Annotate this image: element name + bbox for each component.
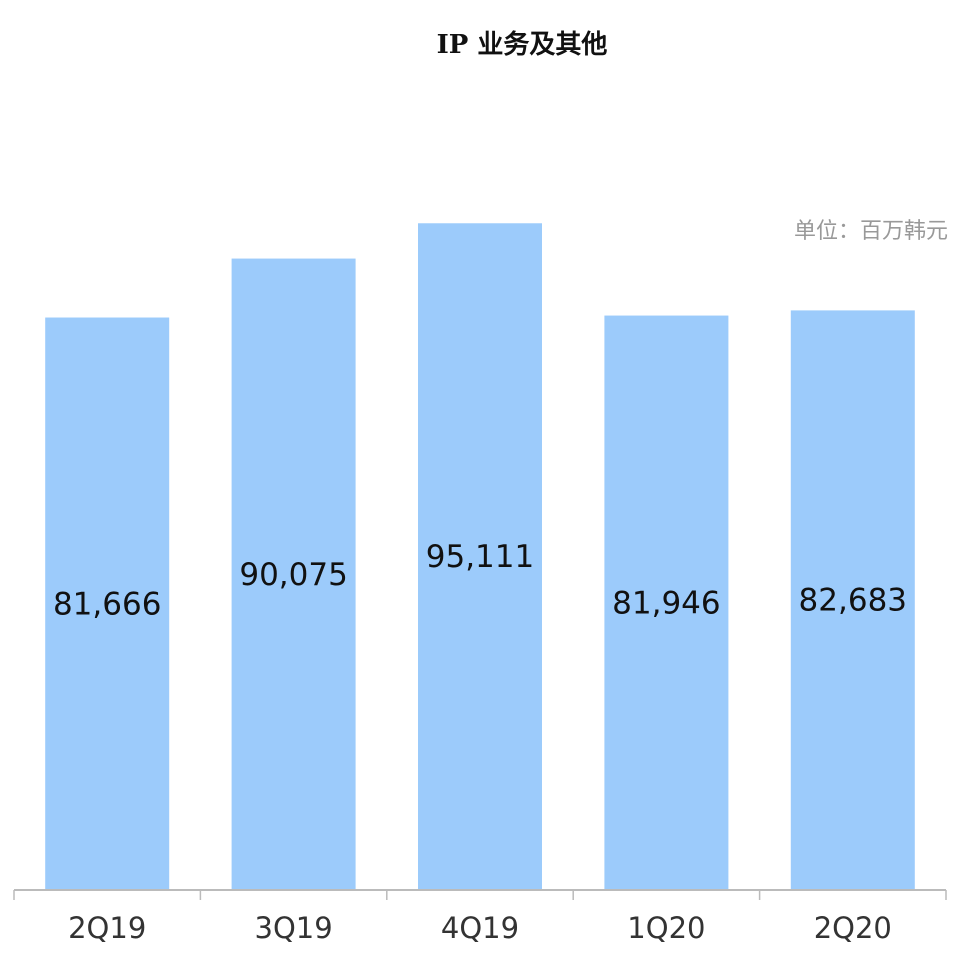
value-label: 82,683 bbox=[799, 583, 907, 619]
x-tick-label: 4Q19 bbox=[441, 911, 519, 945]
bar bbox=[790, 310, 915, 890]
bar bbox=[231, 258, 356, 891]
unit-note: 单位：百万韩元 bbox=[794, 219, 948, 244]
chart-title: IP 业务及其他 bbox=[437, 30, 608, 60]
bar bbox=[604, 315, 729, 890]
x-tick-label: 1Q20 bbox=[627, 911, 705, 945]
value-label: 81,946 bbox=[612, 585, 720, 621]
bar bbox=[418, 223, 542, 890]
x-tick-label: 3Q19 bbox=[255, 911, 333, 945]
x-tick-label: 2Q20 bbox=[814, 911, 892, 945]
value-label: 95,111 bbox=[426, 539, 534, 575]
value-label: 90,075 bbox=[239, 557, 347, 593]
x-tick-label: 2Q19 bbox=[68, 911, 146, 945]
value-label: 81,666 bbox=[53, 586, 161, 622]
bar bbox=[45, 317, 170, 890]
